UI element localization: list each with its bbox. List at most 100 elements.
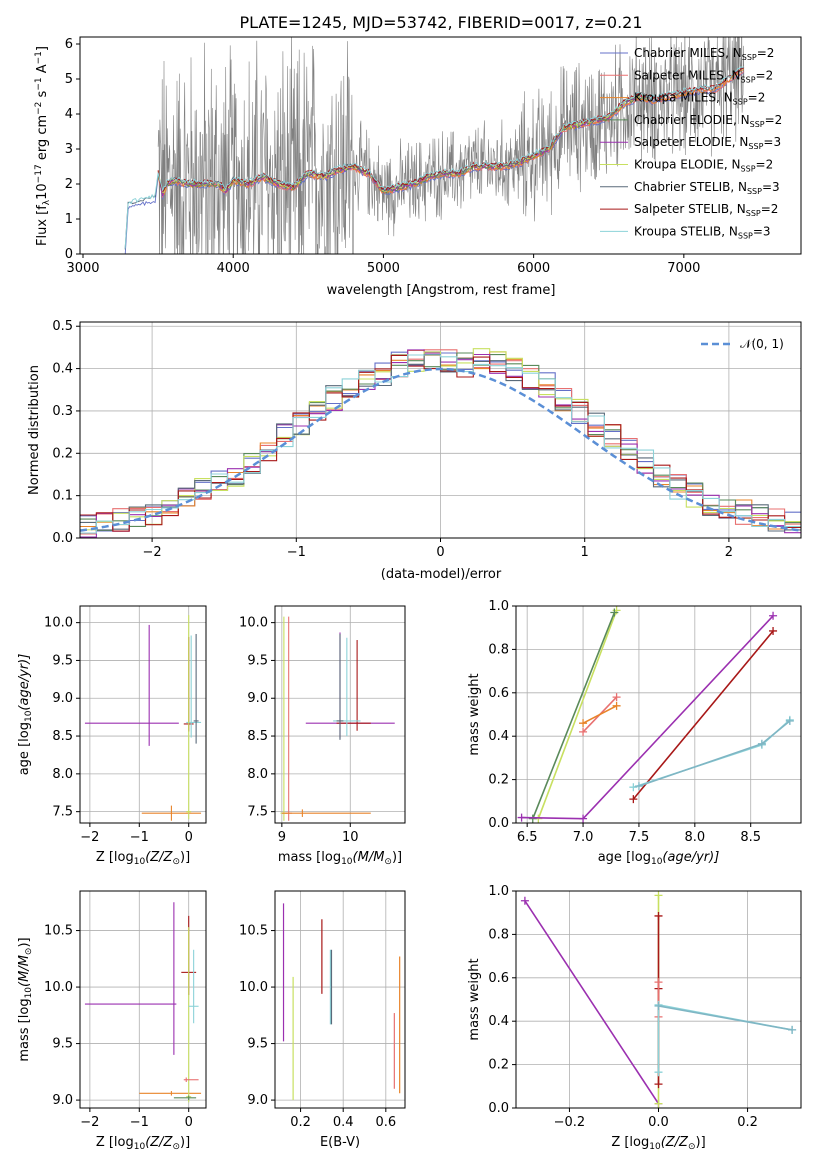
mass_vs_Z-frame [79,890,207,1109]
mass_vs_ebv-ytick-label: 10.5 [239,924,268,939]
age_vs_Z-ytick-label: 10.0 [44,616,73,631]
residuals-panel: −2 −1 0 1 2 0.0 0.1 0.2 0.3 0.4 0.5 (data-model)/e… [27,319,802,582]
weight_vs_age-ytick-label: 0.2 [488,773,509,788]
residuals-ytick-label: 0.2 [52,446,73,461]
spectrum-xtick-label: 4000 [217,261,250,276]
spectrum-curves [124,37,745,254]
mass_vs_Z-ytick-label: 10.5 [44,924,73,939]
age_vs_Z-frame [79,605,207,824]
weight_vs_Z-xtick-label: −0.2 [554,1115,586,1130]
residual-histogram-1 [80,349,801,535]
weight_vs_Z-marks [520,891,797,1108]
mass_vs_ebv-ytick-label: 9.0 [247,1093,268,1108]
mass_vs_Z-xtick-label: −1 [130,1115,149,1130]
residuals-xtick-label: 0 [436,545,444,560]
weight_vs_Z-point-4-0 [654,1068,663,1077]
age_vs_Z-ytick-label: 9.0 [52,691,73,706]
mass_vs_ebv-xtick-label: 0.2 [290,1115,311,1130]
model-curve-3 [157,94,647,195]
age_vs_Z-ylabel: age [log10(age/yr)] [17,654,34,776]
weight_vs_age-point-2-1 [612,693,621,702]
spectrum-xtick-label: 6000 [517,261,550,276]
age_vs_Z-xtick-label: −1 [130,830,149,845]
age_vs_mass-ytick-label: 7.5 [247,805,268,820]
weight_vs_Z-xtick-label: 0.0 [648,1115,669,1130]
weight_vs_age-ytick-label: 0.0 [488,816,509,831]
residuals-plot-area [80,348,801,538]
weight_vs_Z-ytick-label: 0.4 [488,1014,509,1029]
mass_vs_ebv-xtick-label: 0.4 [333,1115,354,1130]
weight_vs_age-point-4-0 [517,813,526,822]
weight_vs_Z-ytick-label: 1.0 [488,884,509,899]
weight_vs_age-frame [515,605,802,824]
weight_vs_age-series-7 [638,720,791,787]
legend-label-2: Kroupa MILES, NSSP=2 [634,91,765,107]
spectrum-ytick-label: 5 [65,72,73,87]
legend-label-0: Chabrier MILES, NSSP=2 [634,46,774,62]
mass_vs_ebv-frame [274,890,406,1109]
residuals-ytick-label: 0.3 [52,404,73,419]
residuals-ytick-label: 0.4 [52,362,73,377]
parameter-panels: −2 −1 0 7.5 8.0 8.5 9.0 9.5 10.0 Z [log10(Z/Z⊙)] a… [17,599,802,1152]
weight_vs_Z-point-0-0 [520,896,529,905]
weight_vs_Z-panel: −0.2 0.0 0.2 0.0 0.2 0.4 0.6 0.8 1.0 Z [log10(Z/Z… [467,884,802,1152]
age_vs_mass-ytick-label: 9.5 [247,653,268,668]
residuals-xlabel: (data-model)/error [381,567,502,582]
age_vs_mass-ytick-label: 8.0 [247,767,268,782]
spectrum-xtick-label: 7000 [667,261,700,276]
age_vs_Z-ytick-label: 9.5 [52,653,73,668]
spectrum-ytick-label: 6 [65,37,73,52]
legend-label-1: Salpeter MILES, NSSP=2 [634,68,773,84]
spectrum-ytick-label: 4 [65,107,73,122]
spectrum-xtick-label: 5000 [367,261,400,276]
weight_vs_age-panel: 6.5 7.0 7.5 8.0 8.5 0.0 0.2 0.4 0.6 0.8 1.0 age [lo… [467,599,802,867]
legend-label-3: Chabrier ELODIE, NSSP=2 [634,113,782,129]
age_vs_Z-ytick-label: 8.0 [52,767,73,782]
mass_vs_Z-panel: −2 −1 0 9.0 9.5 10.0 10.5 Z [log10(Z/Z⊙)] mass [… [17,890,207,1152]
weight_vs_age-point-4-2 [769,611,778,620]
weight_vs_age-xlabel: age [log10(age/yr)] [598,850,720,867]
spectrum-title: PLATE=1245, MJD=53742, FIBERID=0017, z=0… [239,13,642,32]
weight_vs_age-ylabel: mass weight [467,673,482,755]
weight_vs_age-xtick-label: 8.0 [684,830,705,845]
spectrum-ytick-label: 2 [65,177,73,192]
weight_vs_Z-xtick-label: 0.2 [737,1115,758,1130]
age_vs_mass-ytick-label: 9.0 [247,691,268,706]
legend-label-4: Salpeter ELODIE, NSSP=3 [634,135,781,151]
weight_vs_age-series-1 [532,612,616,819]
weight_vs_Z-series-5 [658,1005,793,1031]
residuals-xtick-label: 1 [581,545,589,560]
weight_vs_age-series-6 [633,719,791,788]
weight_vs_age-point-5-1 [769,626,778,635]
weight_vs_Z-point-5-0 [654,1002,663,1011]
mass_vs_ebv-marks [282,903,401,1101]
legend-label-5: Kroupa ELODIE, NSSP=2 [634,158,773,174]
spectrum-ytick-label: 3 [65,142,73,157]
residuals-ticks: −2 −1 0 1 2 0.0 0.1 0.2 0.3 0.4 0.5 [52,319,733,560]
spectrum-frame [79,36,802,255]
weight_vs_age-ytick-label: 0.4 [488,729,509,744]
weight_vs_age-point-6-0 [629,783,638,792]
age_vs_Z-xtick-label: 0 [185,830,193,845]
age_vs_Z-ytick-label: 7.5 [52,805,73,820]
weight_vs_Z-ytick-label: 0.0 [488,1101,509,1116]
spectrum-panel: PLATE=1245, MJD=53742, FIBERID=0017, z=0… [34,13,802,298]
residuals-xtick-label: −1 [287,545,306,560]
spectrum-ticks: 3000 4000 5000 6000 7000 0 1 2 3 4 5 6 [65,37,701,276]
mass_vs_ebv-panel: 0.2 0.4 0.6 9.0 9.5 10.0 10.5 E(B-V) [239,890,406,1150]
weight_vs_age-series-0 [537,610,618,819]
age_vs_mass-panel: 9 10 7.5 8.0 8.5 9.0 9.5 10.0 mass [log10(M/M⊙)] [239,605,406,867]
model-curve-7 [157,67,745,193]
weight_vs_age-xtick-label: 8.5 [740,830,761,845]
weight_vs_age-xtick-label: 7.0 [573,830,594,845]
weight_vs_Z-ytick-label: 0.8 [488,927,509,942]
weight_vs_age-xtick-label: 7.5 [629,830,650,845]
weight_vs_age-ytick-label: 1.0 [488,599,509,614]
weight_vs_Z-ylabel: mass weight [467,958,482,1040]
mass_vs_Z-xtick-label: −2 [80,1115,99,1130]
spectrum-ylabel: Flux [fλ10−17 erg cm−2 s−1 A−1] [34,46,52,246]
mass_vs_Z-ytick-label: 10.0 [44,980,73,995]
mass_vs_Z-xlabel: Z [log10(Z/Z⊙)] [96,1135,190,1152]
spectrum-legend: Chabrier MILES, NSSP=2 Salpeter MILES, NS… [600,46,782,240]
weight_vs_age-point-3-1 [612,701,621,710]
